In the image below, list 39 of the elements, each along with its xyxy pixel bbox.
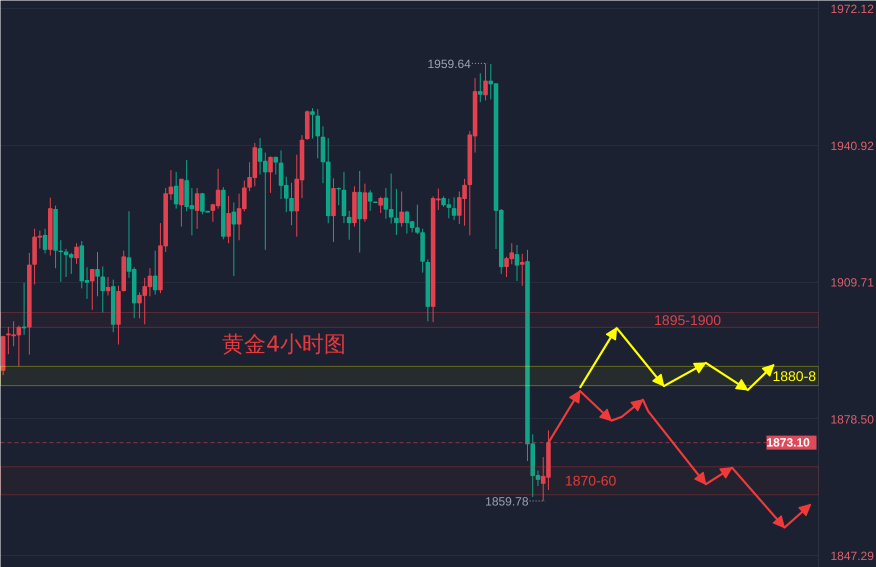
annotation: 1959.64 — [427, 56, 472, 71]
candlestick — [90, 269, 95, 310]
candlestick — [452, 196, 456, 221]
candlestick — [22, 282, 26, 336]
candlestick — [268, 156, 273, 194]
candlestick — [310, 108, 315, 140]
candlestick — [336, 187, 341, 206]
candlestick — [152, 250, 158, 296]
candlestick — [483, 62, 488, 101]
candlestick — [232, 202, 236, 277]
candlestick — [74, 242, 79, 264]
annotation: 1859.78 — [485, 494, 529, 508]
annotation: 黄金4小时图 — [222, 332, 346, 358]
candlestick — [95, 252, 100, 297]
candlestick — [174, 171, 178, 210]
candlestick — [394, 188, 399, 236]
y-tick-label: 1972.12 — [830, 2, 874, 16]
y-tick-label: 1909.71 — [830, 276, 874, 290]
candlestick — [368, 190, 372, 212]
candlestick — [520, 253, 525, 286]
candlestick — [106, 276, 110, 296]
candlestick — [399, 191, 404, 228]
candlestick — [274, 156, 278, 175]
candlestick — [378, 196, 383, 214]
candlestick — [226, 195, 231, 244]
y-tick-label: 1940.92 — [830, 138, 874, 153]
candlestick — [100, 266, 106, 313]
y-tick-label: 1878.50 — [830, 412, 874, 426]
y-tick-label: 1847.29 — [830, 549, 874, 564]
candlestick — [315, 108, 320, 159]
band-label: 1870-60 — [564, 472, 617, 489]
ref-line-label: 1873.10 — [766, 436, 810, 450]
candlestick — [194, 188, 200, 230]
candlestick — [346, 210, 352, 240]
band-label: 1895-1900 — [654, 312, 722, 328]
band-label: 1880-8 — [772, 368, 816, 384]
candlestick — [42, 228, 48, 254]
candlestick — [514, 244, 520, 282]
candlestick — [478, 72, 483, 103]
